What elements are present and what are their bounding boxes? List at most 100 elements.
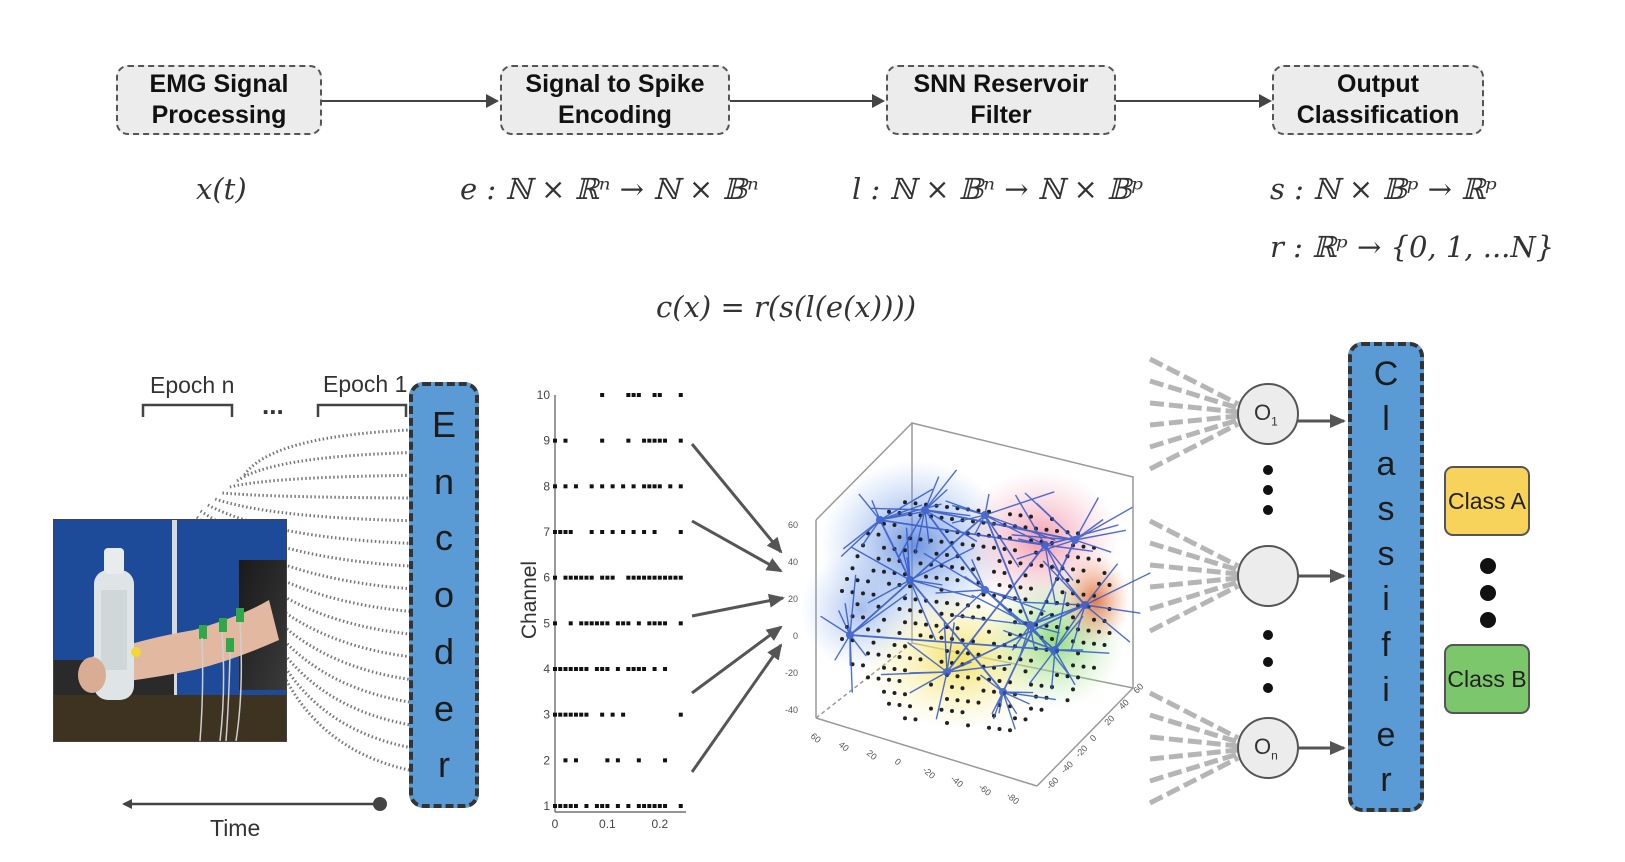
output-node-n-label: On bbox=[1254, 734, 1278, 762]
spike-mark bbox=[568, 575, 573, 580]
spike-mark bbox=[605, 804, 610, 808]
output-node-main: O bbox=[1254, 734, 1272, 759]
spike-mark bbox=[657, 804, 662, 808]
spike-mark bbox=[553, 712, 557, 717]
spike-mark bbox=[621, 530, 626, 534]
spike-mark bbox=[563, 712, 568, 717]
stage-line: Classification bbox=[1296, 101, 1460, 129]
class-a-box: Class A bbox=[1444, 466, 1530, 536]
cube-tick: 0 bbox=[1088, 733, 1099, 744]
spike-mark bbox=[589, 530, 594, 534]
time-arrow-origin bbox=[373, 797, 387, 811]
reservoir-connections bbox=[820, 469, 1151, 730]
stage-output-classification: Output Classification bbox=[1272, 65, 1484, 135]
spike-mark bbox=[594, 804, 599, 808]
output-node-middle bbox=[1237, 545, 1299, 607]
raster-y-tick: 5 bbox=[543, 616, 550, 630]
output-node-sub: 1 bbox=[1271, 414, 1278, 429]
spike-mark bbox=[626, 438, 631, 443]
spike-mark bbox=[584, 712, 589, 717]
spike-mark bbox=[678, 575, 683, 580]
bar-letter: i bbox=[1382, 670, 1390, 709]
formula-reservoir: l : ℕ × 𝔹ⁿ → ℕ × 𝔹ᵖ bbox=[852, 172, 1144, 206]
spike-mark bbox=[652, 530, 657, 534]
bar-letter: e bbox=[433, 687, 455, 729]
spike-mark bbox=[553, 667, 557, 671]
stage-spike-encoding: Signal to Spike Encoding bbox=[500, 65, 730, 135]
spike-mark bbox=[605, 621, 610, 626]
cube-tick: -60 bbox=[977, 782, 993, 798]
spike-mark bbox=[678, 621, 683, 626]
cube-tick: -60 bbox=[1044, 775, 1060, 791]
spike-mark bbox=[600, 712, 605, 717]
spike-mark bbox=[642, 575, 647, 580]
spike-mark bbox=[568, 621, 573, 626]
spike-mark bbox=[573, 667, 578, 671]
spike-mark bbox=[657, 484, 662, 489]
spike-mark bbox=[563, 484, 568, 489]
stage-line: Signal to Spike bbox=[525, 70, 705, 98]
spike-mark bbox=[568, 530, 573, 534]
spike-mark bbox=[631, 393, 636, 397]
spike-mark bbox=[647, 484, 652, 489]
bar-letter: s bbox=[1377, 490, 1395, 529]
bar-letter: s bbox=[1377, 535, 1395, 574]
spike-mark bbox=[636, 621, 641, 626]
spike-mark bbox=[663, 621, 668, 626]
spike-mark bbox=[636, 804, 641, 808]
spike-mark bbox=[594, 621, 599, 626]
cube-tick: -20 bbox=[921, 765, 937, 781]
spike-mark bbox=[568, 804, 573, 808]
spike-mark bbox=[610, 484, 615, 489]
class-ellipsis-dots bbox=[1480, 558, 1496, 628]
raster-y-tick: 6 bbox=[543, 571, 550, 585]
spike-mark bbox=[678, 804, 683, 808]
epoch-n-bracket bbox=[141, 403, 234, 417]
spike-mark bbox=[621, 712, 626, 717]
spike-mark bbox=[652, 393, 657, 397]
raster-y-tick: 7 bbox=[543, 525, 550, 539]
raster-y-label: Channel bbox=[518, 561, 541, 639]
spike-mark bbox=[642, 530, 647, 534]
formula-classifier: r : ℝᵖ → {0, 1, ...N} bbox=[1270, 230, 1555, 264]
cube-tick: 20 bbox=[865, 748, 879, 762]
spike-mark bbox=[553, 530, 557, 534]
spike-mark bbox=[647, 438, 652, 443]
cube-tick: 0 bbox=[793, 631, 798, 641]
cube-tick: 20 bbox=[1102, 713, 1116, 727]
spike-mark bbox=[584, 575, 589, 580]
spike-mark bbox=[584, 621, 589, 626]
bar-letter: E bbox=[431, 403, 456, 445]
bar-letter: f bbox=[1381, 625, 1391, 664]
output-node-sub: n bbox=[1271, 748, 1278, 763]
spike-mark bbox=[615, 758, 620, 763]
spike-mark bbox=[626, 621, 631, 626]
spike-mark bbox=[615, 804, 620, 808]
spike-mark bbox=[647, 575, 652, 580]
stage-emg-processing: EMG Signal Processing bbox=[116, 65, 322, 135]
raster-to-reservoir-arrows bbox=[690, 443, 785, 773]
spike-mark bbox=[647, 621, 652, 626]
spike-mark bbox=[553, 621, 557, 626]
spike-mark bbox=[558, 667, 563, 671]
spike-mark bbox=[626, 667, 631, 671]
stage-line: Encoding bbox=[558, 101, 672, 129]
bar-letter: c bbox=[435, 517, 453, 559]
spike-mark bbox=[563, 804, 568, 808]
spike-mark bbox=[610, 712, 615, 717]
spike-mark bbox=[553, 484, 557, 489]
spike-mark bbox=[589, 484, 594, 489]
bar-letter: a bbox=[1376, 445, 1396, 484]
spike-mark bbox=[626, 393, 631, 397]
time-label: Time bbox=[210, 815, 261, 841]
spike-mark bbox=[594, 667, 599, 671]
spike-mark bbox=[673, 575, 678, 580]
spike-mark bbox=[605, 667, 610, 671]
pipeline-arrow bbox=[730, 94, 885, 108]
formula-composite: c(x) = r(s(l(e(x)))) bbox=[656, 290, 917, 324]
pipeline-arrow bbox=[322, 94, 499, 108]
spike-mark bbox=[573, 575, 578, 580]
cube-tick: 20 bbox=[788, 594, 798, 604]
